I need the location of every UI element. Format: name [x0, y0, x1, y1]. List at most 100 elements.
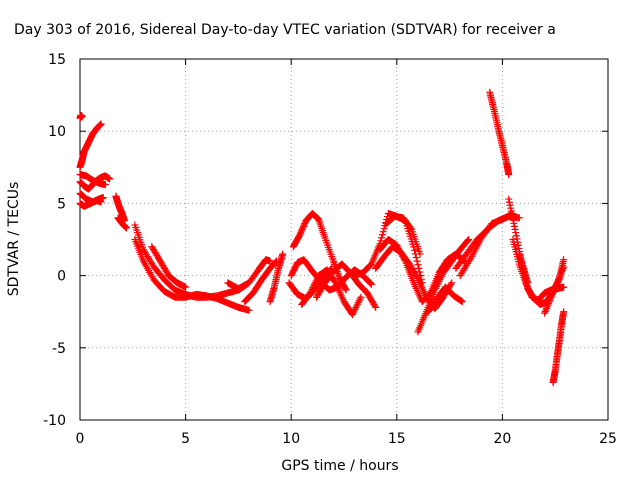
grid-lines	[80, 59, 608, 420]
data-point	[545, 298, 553, 306]
y-tick-label: 0	[57, 269, 66, 285]
data-point	[508, 210, 516, 218]
data-point	[101, 181, 109, 189]
data-point	[510, 222, 518, 230]
data-point	[266, 257, 274, 265]
data-point	[542, 306, 550, 314]
data-point	[355, 297, 363, 305]
data-point	[356, 295, 364, 303]
data-point	[434, 279, 442, 287]
data-point	[351, 305, 359, 313]
data-point	[400, 256, 408, 264]
data-series	[241, 257, 280, 306]
data-series	[456, 210, 517, 280]
data-point	[557, 269, 565, 277]
data-series	[382, 212, 424, 258]
data-point	[99, 194, 107, 202]
data-series	[313, 260, 380, 311]
y-tick-label: -5	[52, 341, 66, 357]
data-point	[433, 283, 441, 291]
data-point	[311, 279, 319, 287]
data-point	[447, 280, 455, 288]
data-point	[411, 246, 419, 254]
data-point	[556, 271, 564, 279]
data-point	[546, 295, 554, 303]
x-tick-label: 25	[599, 431, 617, 447]
data-point	[505, 198, 513, 206]
y-tick-label: 15	[48, 52, 66, 68]
data-point	[354, 300, 362, 308]
data-point	[329, 257, 337, 265]
data-point	[367, 279, 375, 287]
data-series	[515, 250, 532, 287]
data-point	[512, 232, 520, 240]
data-point	[394, 243, 402, 251]
data-point	[357, 293, 365, 301]
data-series	[114, 214, 130, 232]
data-point	[413, 257, 421, 265]
data-series	[76, 111, 86, 122]
data-series	[224, 256, 274, 293]
data-point	[544, 300, 552, 308]
data-point	[413, 273, 421, 281]
data-point	[431, 286, 439, 294]
data-point	[312, 277, 320, 285]
data-point	[348, 311, 356, 319]
data-point	[464, 237, 472, 245]
data-point	[245, 306, 253, 314]
chart-title: Day 303 of 2016, Sidereal Day-to-day VTE…	[14, 22, 556, 38]
data-point	[309, 284, 317, 292]
y-tick-labels: -10 -5 0 5 10 15	[43, 52, 66, 429]
data-point	[458, 298, 466, 306]
data-point	[371, 302, 379, 310]
data-series	[266, 250, 287, 306]
data-point	[560, 308, 568, 316]
data-point	[555, 274, 563, 282]
data-point	[510, 219, 518, 227]
data-point	[380, 225, 388, 233]
data-point	[448, 279, 456, 287]
data-series	[112, 192, 128, 225]
data-point	[560, 283, 568, 291]
data-point	[560, 256, 568, 264]
data-point	[541, 308, 549, 316]
data-point	[367, 280, 375, 288]
data-point	[307, 287, 315, 295]
data-point	[546, 296, 554, 304]
x-tick-label: 0	[76, 431, 85, 447]
data-point	[437, 274, 445, 282]
data-point	[377, 237, 385, 245]
data-point	[507, 204, 515, 212]
data-series	[541, 263, 568, 317]
x-tick-label: 15	[388, 431, 406, 447]
data-point	[414, 261, 422, 269]
data-point	[349, 309, 357, 317]
data-point	[366, 262, 374, 270]
data-series	[424, 283, 466, 316]
data-point	[466, 256, 474, 264]
data-point	[396, 248, 404, 256]
data-point	[398, 251, 406, 259]
data-point	[182, 283, 190, 291]
data-point	[366, 279, 374, 287]
data-point	[435, 277, 443, 285]
data-point	[353, 302, 361, 310]
data-point	[543, 303, 551, 311]
data-point	[558, 268, 566, 276]
data-point	[465, 236, 473, 243]
data-point	[509, 213, 517, 221]
data-point	[394, 244, 402, 252]
data-point	[106, 175, 114, 183]
data-point	[511, 225, 519, 233]
data-point	[514, 241, 522, 249]
data-point	[416, 250, 424, 258]
data-series	[148, 243, 190, 291]
data-point	[393, 241, 401, 249]
data-point	[335, 271, 343, 279]
data-point	[407, 224, 415, 232]
data-point	[397, 249, 405, 257]
data-point	[378, 231, 386, 239]
data-point	[342, 286, 350, 294]
data-point	[438, 272, 446, 280]
data-point	[505, 195, 513, 203]
